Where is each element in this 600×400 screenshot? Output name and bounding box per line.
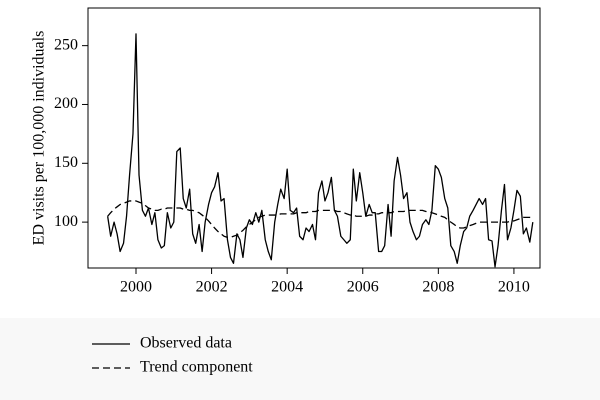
legend-label: Trend component — [140, 359, 253, 376]
y-tick-label: 250 — [54, 36, 78, 53]
series-line — [107, 200, 534, 239]
y-tick-label: 200 — [54, 95, 78, 112]
x-tick-label: 2002 — [196, 279, 228, 296]
x-tick-label: 2004 — [271, 279, 303, 296]
y-tick-label: 150 — [54, 154, 78, 171]
x-tick-label: 2000 — [120, 279, 152, 296]
y-tick-label: 100 — [54, 213, 78, 230]
legend-band — [0, 318, 600, 400]
plot-frame — [87, 7, 541, 269]
legend-label: Observed data — [140, 335, 232, 352]
series-line — [107, 33, 534, 268]
x-tick-label: 2008 — [422, 279, 454, 296]
x-tick-label: 2010 — [498, 279, 530, 296]
y-axis-label: ED visits per 100,000 individuals — [31, 31, 48, 246]
x-tick-label: 2006 — [347, 279, 379, 296]
